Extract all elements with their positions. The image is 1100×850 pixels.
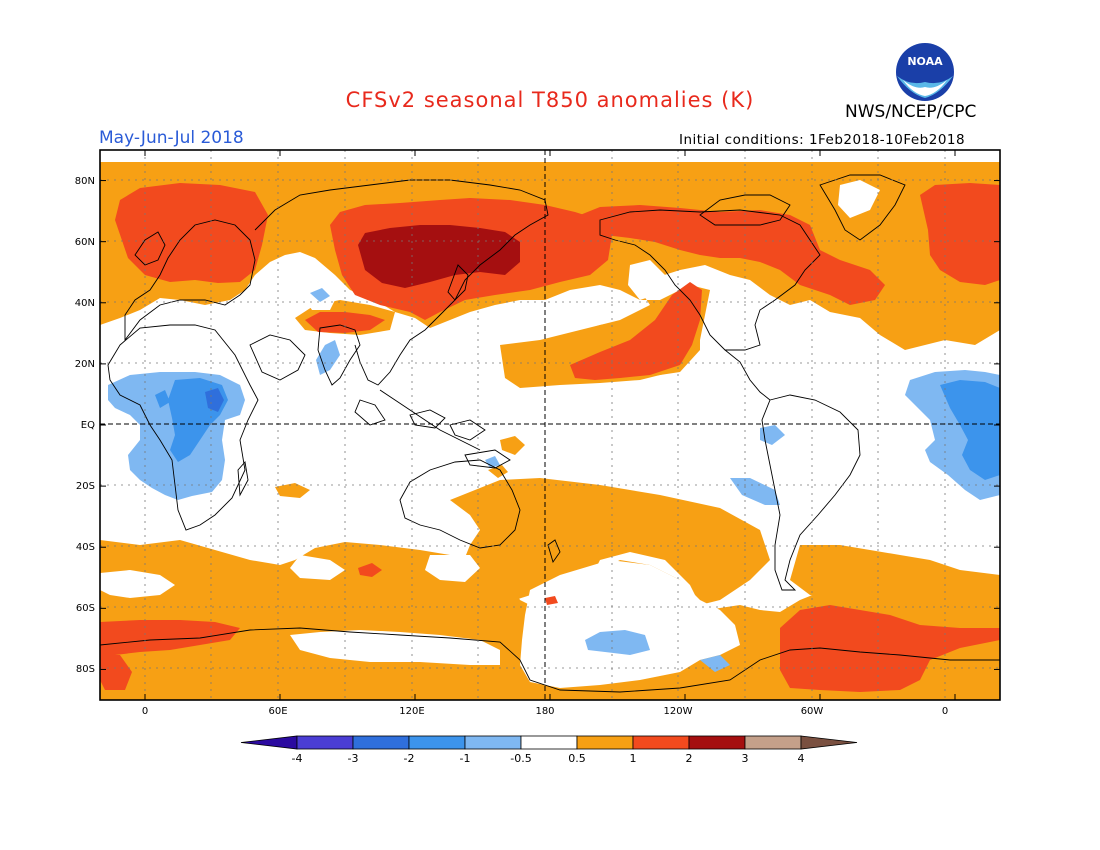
colorbar [240,735,858,750]
colorbar-label: 0.5 [568,752,586,765]
colorbar-swatch [576,735,634,750]
colorbar-label: -1 [460,752,471,765]
noaa-logo: NOAA [896,43,954,101]
colorbar-labels: -4 -3 -2 -1 -0.5 0.5 1 2 3 4 [292,752,805,765]
lon-label: 60E [268,706,287,717]
lat-label: 40S [76,542,95,553]
colorbar-label: 1 [630,752,637,765]
page-title: CFSv2 seasonal T850 anomalies (K) [345,88,755,112]
colorbar-label: -3 [348,752,359,765]
neutral-areas [100,180,880,688]
colorbar-swatch [352,735,410,750]
cold-anomaly-mid-blue [205,388,224,412]
colorbar-arrow-low [240,735,298,750]
axis-ticks [100,150,1000,700]
colorbar-label: -2 [404,752,415,765]
reference-lines [100,150,1000,700]
colorbar-label: 2 [686,752,693,765]
coastlines [100,174,1000,693]
agency-label: NWS/NCEP/CPC [845,102,977,122]
lon-label: 0 [142,706,148,717]
logo-text: NOAA [907,55,943,68]
latitude-labels: 80N 60N 40N 20N EQ 20S 40S 60S 80S [75,176,95,675]
colorbar-arrow-high [800,735,858,750]
lat-label: 40N [75,298,95,309]
colorbar-label: -4 [292,752,303,765]
initial-conditions: Initial conditions: 1Feb2018-10Feb2018 [679,132,966,148]
lat-label: 80N [75,176,95,187]
anomaly-field [100,150,1000,700]
colorbar-swatch [632,735,690,750]
longitude-labels: 0 60E 120E 180 120W 60W 0 [142,706,948,717]
lat-label: 80S [76,664,95,675]
lon-label: 0 [942,706,948,717]
lon-label: 120E [399,706,424,717]
lat-label: 60N [75,237,95,248]
lat-label: 20S [76,481,95,492]
colorbar-swatch [408,735,466,750]
lat-label: EQ [81,420,95,431]
colorbar-label: -0.5 [510,752,531,765]
colorbar-swatch [464,735,522,750]
lon-label: 60W [801,706,824,717]
warm-anomaly-red [100,183,1000,692]
lon-label: 120W [664,706,693,717]
colorbar-swatch [296,735,354,750]
forecast-period: May-Jun-Jul 2018 [99,128,244,148]
lat-label: 60S [76,603,95,614]
lon-label: 180 [535,706,554,717]
colorbar-label: 4 [798,752,805,765]
colorbar-swatch [520,735,578,750]
lat-label: 20N [75,359,95,370]
lat-lon-grid [100,150,1000,700]
colorbar-label: 3 [742,752,749,765]
colorbar-swatch [688,735,746,750]
colorbar-swatch [744,735,802,750]
